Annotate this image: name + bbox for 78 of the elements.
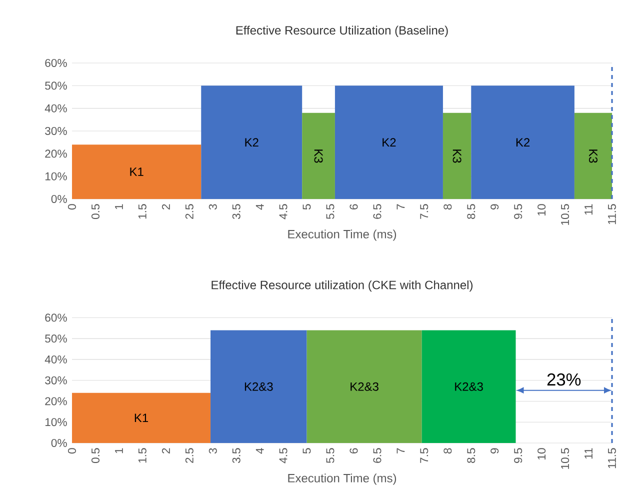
x-tick-label: 10 <box>538 448 546 460</box>
x-tick-label: 4 <box>256 448 264 454</box>
y-tick-label: 50% <box>45 334 67 343</box>
x-tick-label: 10.5 <box>561 448 570 469</box>
x-tick-label: 4.5 <box>279 204 288 220</box>
series-label: K2 <box>516 138 530 147</box>
x-axis-title: Execution Time (ms) <box>288 474 396 485</box>
y-tick-label: 30% <box>45 376 67 384</box>
x-tick-label: 6 <box>350 448 358 454</box>
x-tick-label: 5 <box>302 448 311 454</box>
series-label: K1 <box>130 168 144 176</box>
x-tick-label: 2.5 <box>185 448 194 463</box>
series-label: K2&3 <box>350 382 378 391</box>
series-label: K3 <box>588 150 598 163</box>
x-tick-label: 0 <box>68 448 76 454</box>
x-tick-label: 5 <box>302 204 311 210</box>
series-label: K3 <box>452 150 462 163</box>
x-tick-label: 8 <box>444 204 452 210</box>
series-label: K2&3 <box>455 382 483 391</box>
y-tick-label: 0% <box>51 438 67 448</box>
x-tick-label: 11 <box>584 204 592 215</box>
series-label: K2&3 <box>244 382 273 391</box>
y-tick-label: 30% <box>45 126 67 135</box>
x-tick-label: 1 <box>115 448 123 454</box>
series-label: K1 <box>134 414 148 422</box>
y-tick-label: 10% <box>45 172 67 180</box>
x-tick-label: 0.5 <box>91 204 100 220</box>
x-tick-label: 6 <box>350 204 358 210</box>
x-tick-label: 11.5 <box>608 204 616 224</box>
chart-title: Effective Resource Utilization (Baseline) <box>236 26 448 37</box>
y-tick-label: 20% <box>45 397 67 406</box>
x-tick-label: 4 <box>256 204 264 210</box>
x-tick-label: 7.5 <box>420 448 428 463</box>
x-tick-label: 11.5 <box>608 448 616 468</box>
x-tick-label: 2.5 <box>185 204 194 219</box>
x-tick-label: 7 <box>396 204 405 210</box>
x-tick-label: 1 <box>115 204 123 210</box>
x-tick-label: 9 <box>490 204 499 210</box>
x-tick-label: 7.5 <box>420 204 428 219</box>
x-tick-label: 0.5 <box>91 448 100 464</box>
x-axis-title: Execution Time (ms) <box>288 230 396 241</box>
y-tick-label: 60% <box>45 58 67 67</box>
x-tick-label: 1.5 <box>138 204 146 219</box>
x-tick-label: 2 <box>162 204 170 210</box>
chart-title: Effective Resource utilization (CKE with Channel) <box>212 280 473 292</box>
x-tick-label: 6.5 <box>373 204 382 219</box>
series-label: K3 <box>314 150 323 163</box>
y-tick-label: 40% <box>44 104 67 112</box>
x-tick-label: 8.5 <box>467 448 476 463</box>
series-label: K2 <box>245 138 258 147</box>
x-tick-label: 5.5 <box>326 204 334 219</box>
x-tick-label: 7 <box>396 448 405 454</box>
x-tick-label: 3 <box>208 204 217 210</box>
x-tick-label: 6.5 <box>373 448 382 463</box>
x-tick-label: 9.5 <box>514 448 522 463</box>
x-tick-label: 8 <box>444 448 452 454</box>
x-tick-label: 0 <box>68 204 76 210</box>
x-tick-label: 11 <box>584 448 592 459</box>
x-tick-label: 2 <box>162 448 170 454</box>
x-tick-label: 3.5 <box>232 448 240 464</box>
annotation: 23% <box>547 373 581 386</box>
x-tick-label: 9 <box>490 448 499 454</box>
x-tick-label: 3.5 <box>232 204 240 220</box>
y-tick-label: 50% <box>45 82 67 90</box>
x-tick-label: 10 <box>538 204 546 216</box>
x-tick-label: 5.5 <box>326 448 334 464</box>
x-tick-label: 10.5 <box>561 204 570 225</box>
series-label: K2 <box>382 138 396 147</box>
x-tick-label: 8.5 <box>467 204 476 219</box>
x-tick-label: 1.5 <box>138 448 146 463</box>
y-tick-label: 20% <box>45 150 67 158</box>
x-tick-label: 4.5 <box>279 448 288 464</box>
y-tick-label: 60% <box>45 314 67 322</box>
y-tick-label: 40% <box>44 355 67 364</box>
y-tick-label: 0% <box>51 194 67 203</box>
y-tick-label: 10% <box>45 418 67 426</box>
x-tick-label: 9.5 <box>514 204 522 219</box>
x-tick-label: 3 <box>208 448 217 454</box>
